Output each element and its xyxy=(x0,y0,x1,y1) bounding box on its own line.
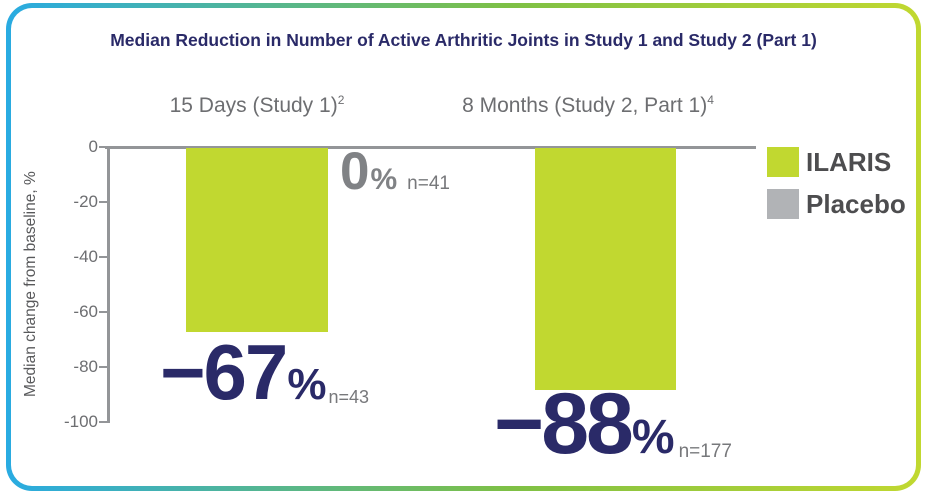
legend-label-ilaris: ILARIS xyxy=(806,147,892,177)
value-n-count: n=177 xyxy=(678,441,732,462)
group-header-study1: 15 Days (Study 1)2 xyxy=(107,93,407,118)
bar-ilaris-study2 xyxy=(535,148,676,390)
group-header-study1-text: 15 Days (Study 1) xyxy=(169,94,338,117)
gradient-border-card xyxy=(6,3,921,491)
y-tick-label-40: -40 xyxy=(73,247,98,266)
legend-swatch-placebo xyxy=(767,189,799,219)
y-axis-tick xyxy=(99,311,108,313)
group-header-study1-reference: 2 xyxy=(337,93,345,107)
value-number: 0 xyxy=(340,142,370,201)
y-axis-tick xyxy=(99,421,108,423)
y-axis-tick xyxy=(99,366,108,368)
y-axis-line xyxy=(107,146,110,423)
group-header-study2: 8 Months (Study 2, Part 1)4 xyxy=(438,93,738,118)
y-axis-tick xyxy=(99,201,108,203)
y-tick-label-80: -80 xyxy=(73,357,98,376)
chart-title: Median Reduction in Number of Active Art… xyxy=(110,30,817,50)
legend-label-placebo: Placebo xyxy=(806,189,906,219)
y-tick-label-0: 0 xyxy=(88,137,98,156)
y-axis-tick xyxy=(99,146,108,148)
value-label-ilaris-study1: −67 % n=43 xyxy=(160,333,369,411)
y-tick-label-100: -100 xyxy=(63,412,98,431)
value-number: −67 xyxy=(160,328,288,416)
bar-ilaris-study1 xyxy=(186,148,328,333)
legend-swatch-ilaris xyxy=(767,147,799,177)
value-n-count: n=41 xyxy=(407,173,450,194)
value-n-count: n=43 xyxy=(328,387,369,407)
card-background xyxy=(11,8,916,486)
group-header-study2-reference: 4 xyxy=(707,93,714,107)
value-percent-sign: % xyxy=(370,163,398,196)
value-percent-sign: % xyxy=(631,411,675,464)
y-tick-label-60: -60 xyxy=(73,302,98,321)
value-label-ilaris-study2: −88 % n=177 xyxy=(494,381,732,467)
y-axis-title: Median change from baseline, % xyxy=(22,171,39,398)
value-percent-sign: % xyxy=(287,360,327,409)
group-header-study2-text: 8 Months (Study 2, Part 1) xyxy=(462,94,708,117)
value-number: −88 xyxy=(494,376,634,472)
zero-baseline xyxy=(105,146,756,149)
y-axis-tick xyxy=(99,256,108,258)
value-label-placebo-study1: 0 % n=41 xyxy=(340,145,450,198)
y-tick-label-20: -20 xyxy=(73,192,98,211)
